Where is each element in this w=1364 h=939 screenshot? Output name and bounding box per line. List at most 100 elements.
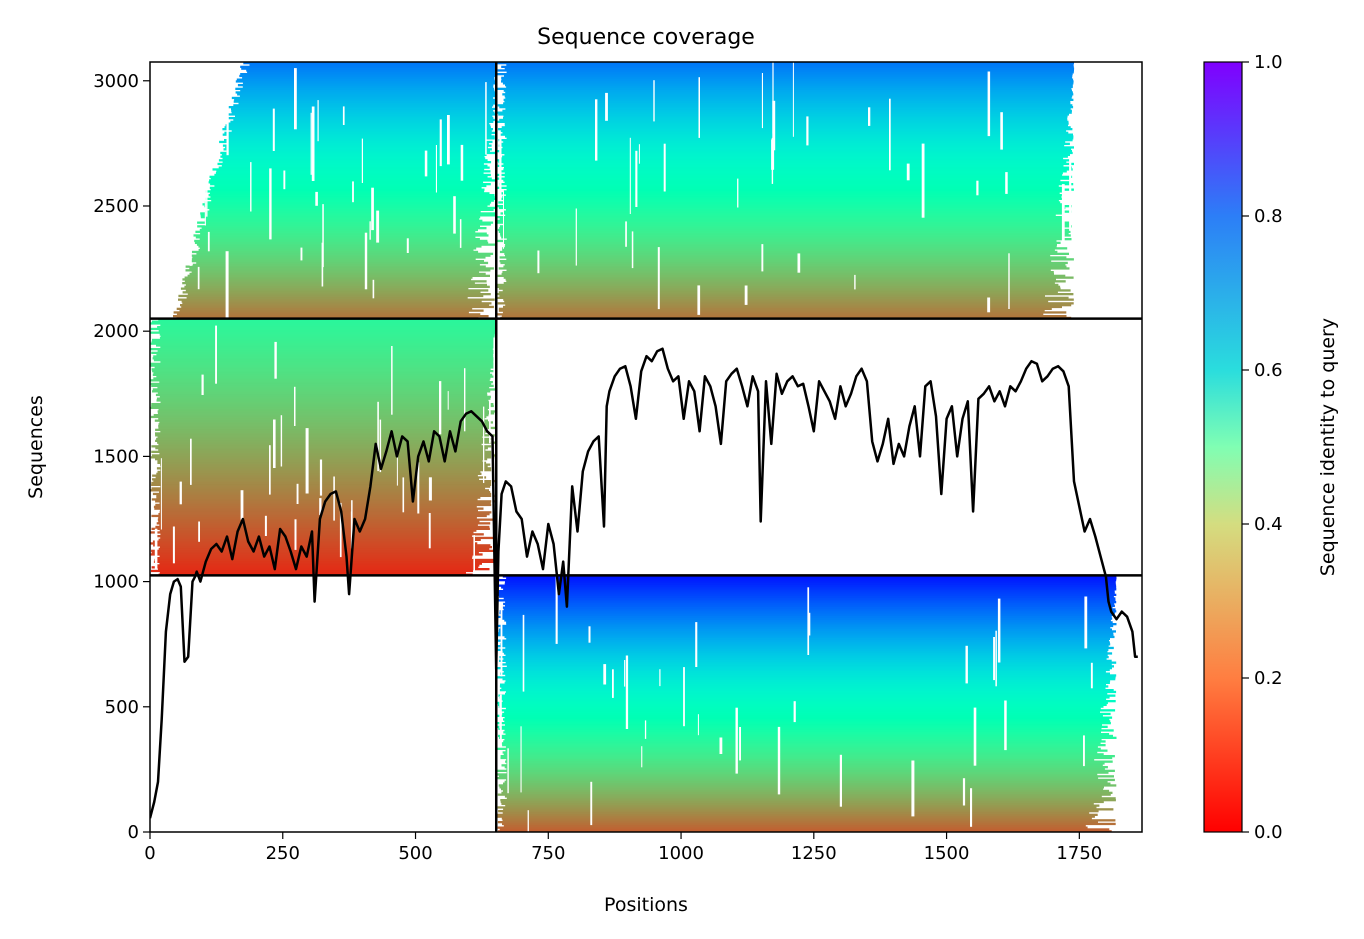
heatmap-row — [505, 804, 1100, 807]
heatmap-row — [505, 674, 1117, 677]
heatmap-region-3 — [496, 575, 1117, 832]
heatmap-row — [154, 558, 496, 562]
coverage-gap — [777, 726, 781, 795]
heatmap-row — [505, 243, 1058, 246]
heatmap-row — [233, 100, 496, 103]
heatmap-row — [503, 670, 1106, 673]
coverage-gap — [772, 62, 774, 134]
coverage-gap — [772, 100, 776, 151]
heatmap-row — [222, 133, 492, 136]
heatmap-row — [160, 465, 488, 468]
heatmap-row — [159, 333, 495, 336]
heatmap-row — [499, 786, 1104, 789]
heatmap-row — [196, 252, 494, 255]
heatmap-row — [502, 289, 1071, 292]
coverage-gap — [447, 391, 449, 410]
coverage-gap — [240, 490, 244, 520]
heatmap-row — [499, 828, 1110, 831]
heatmap-row — [151, 551, 479, 554]
y-tick-label: 1500 — [93, 446, 139, 467]
coverage-gap — [588, 626, 591, 643]
coverage-gap — [683, 667, 685, 727]
heatmap-row — [502, 249, 1055, 252]
heatmap-row — [157, 412, 495, 415]
heatmap-row — [501, 617, 1113, 620]
heatmap-row — [504, 124, 1068, 127]
heatmap-row — [503, 789, 1110, 793]
heatmap-row — [506, 665, 1114, 668]
coverage-gap — [653, 80, 655, 122]
heatmap-row — [160, 485, 491, 488]
coverage-gap — [447, 115, 450, 165]
coverage-gap — [364, 232, 368, 290]
heatmap-row — [155, 393, 488, 397]
heatmap-row — [242, 85, 494, 89]
heatmap-row — [498, 113, 1069, 116]
heatmap-row — [156, 344, 496, 347]
coverage-gap — [154, 528, 158, 570]
heatmap-row — [160, 546, 492, 549]
heatmap-row — [182, 278, 472, 281]
heatmap-row — [176, 313, 481, 316]
heatmap-row — [215, 172, 484, 175]
heatmap-row — [497, 793, 1111, 796]
heatmap-row — [502, 311, 1067, 314]
coverage-gap — [428, 513, 431, 549]
heatmap-row — [496, 722, 1111, 725]
heatmap-row — [153, 371, 490, 375]
heatmap-row — [504, 738, 1102, 741]
heatmap-row — [160, 335, 495, 338]
coverage-gap — [555, 575, 558, 644]
coverage-gap — [612, 669, 614, 698]
coverage-gap — [339, 502, 342, 558]
heatmap-row — [224, 126, 491, 129]
heatmap-row — [499, 260, 1052, 263]
heatmap-row — [500, 641, 1110, 644]
coverage-gap — [417, 462, 420, 514]
coverage-gap — [371, 187, 374, 231]
y-axis-label: Sequences — [25, 395, 47, 499]
coverage-gap — [190, 438, 192, 485]
heatmap-row — [497, 714, 1103, 717]
coverage-heatmap — [150, 62, 1117, 832]
coverage-gap — [635, 150, 638, 207]
heatmap-row — [152, 390, 491, 393]
heatmap-row — [189, 267, 494, 270]
heatmap-row — [504, 153, 1070, 156]
heatmap-row — [498, 734, 1113, 738]
heatmap-row — [205, 190, 485, 193]
colorbar-tick-label: 0.8 — [1254, 206, 1283, 227]
heatmap-row — [505, 194, 1063, 197]
heatmap-row — [234, 98, 497, 101]
heatmap-row — [505, 692, 1108, 695]
heatmap-row — [505, 749, 1108, 752]
heatmap-row — [198, 245, 482, 248]
heatmap-row — [501, 126, 1071, 129]
colorbar-tick-label: 0.2 — [1254, 668, 1283, 689]
coverage-gap — [317, 100, 319, 142]
coverage-gap — [493, 337, 496, 384]
coverage-gap — [294, 386, 296, 426]
heatmap-row — [158, 448, 486, 452]
heatmap-row — [498, 784, 1117, 787]
heatmap-row — [159, 421, 493, 424]
heatmap-row — [160, 360, 494, 364]
heatmap-row — [505, 107, 1071, 111]
heatmap-row — [153, 505, 477, 508]
heatmap-row — [506, 269, 1051, 272]
heatmap-row — [505, 733, 1110, 736]
heatmap-row — [506, 63, 1074, 67]
heatmap-row — [151, 527, 490, 530]
heatmap-row — [498, 632, 1114, 635]
heatmap-row — [240, 89, 495, 92]
coverage-gap — [807, 587, 810, 655]
heatmap-row — [150, 542, 478, 545]
heatmap-row — [195, 230, 476, 233]
coverage-gap — [225, 251, 229, 318]
heatmap-row — [220, 155, 485, 158]
heatmap-row — [500, 261, 1068, 265]
coverage-gap — [889, 98, 891, 171]
heatmap-row — [205, 223, 491, 226]
heatmap-row — [185, 269, 491, 272]
